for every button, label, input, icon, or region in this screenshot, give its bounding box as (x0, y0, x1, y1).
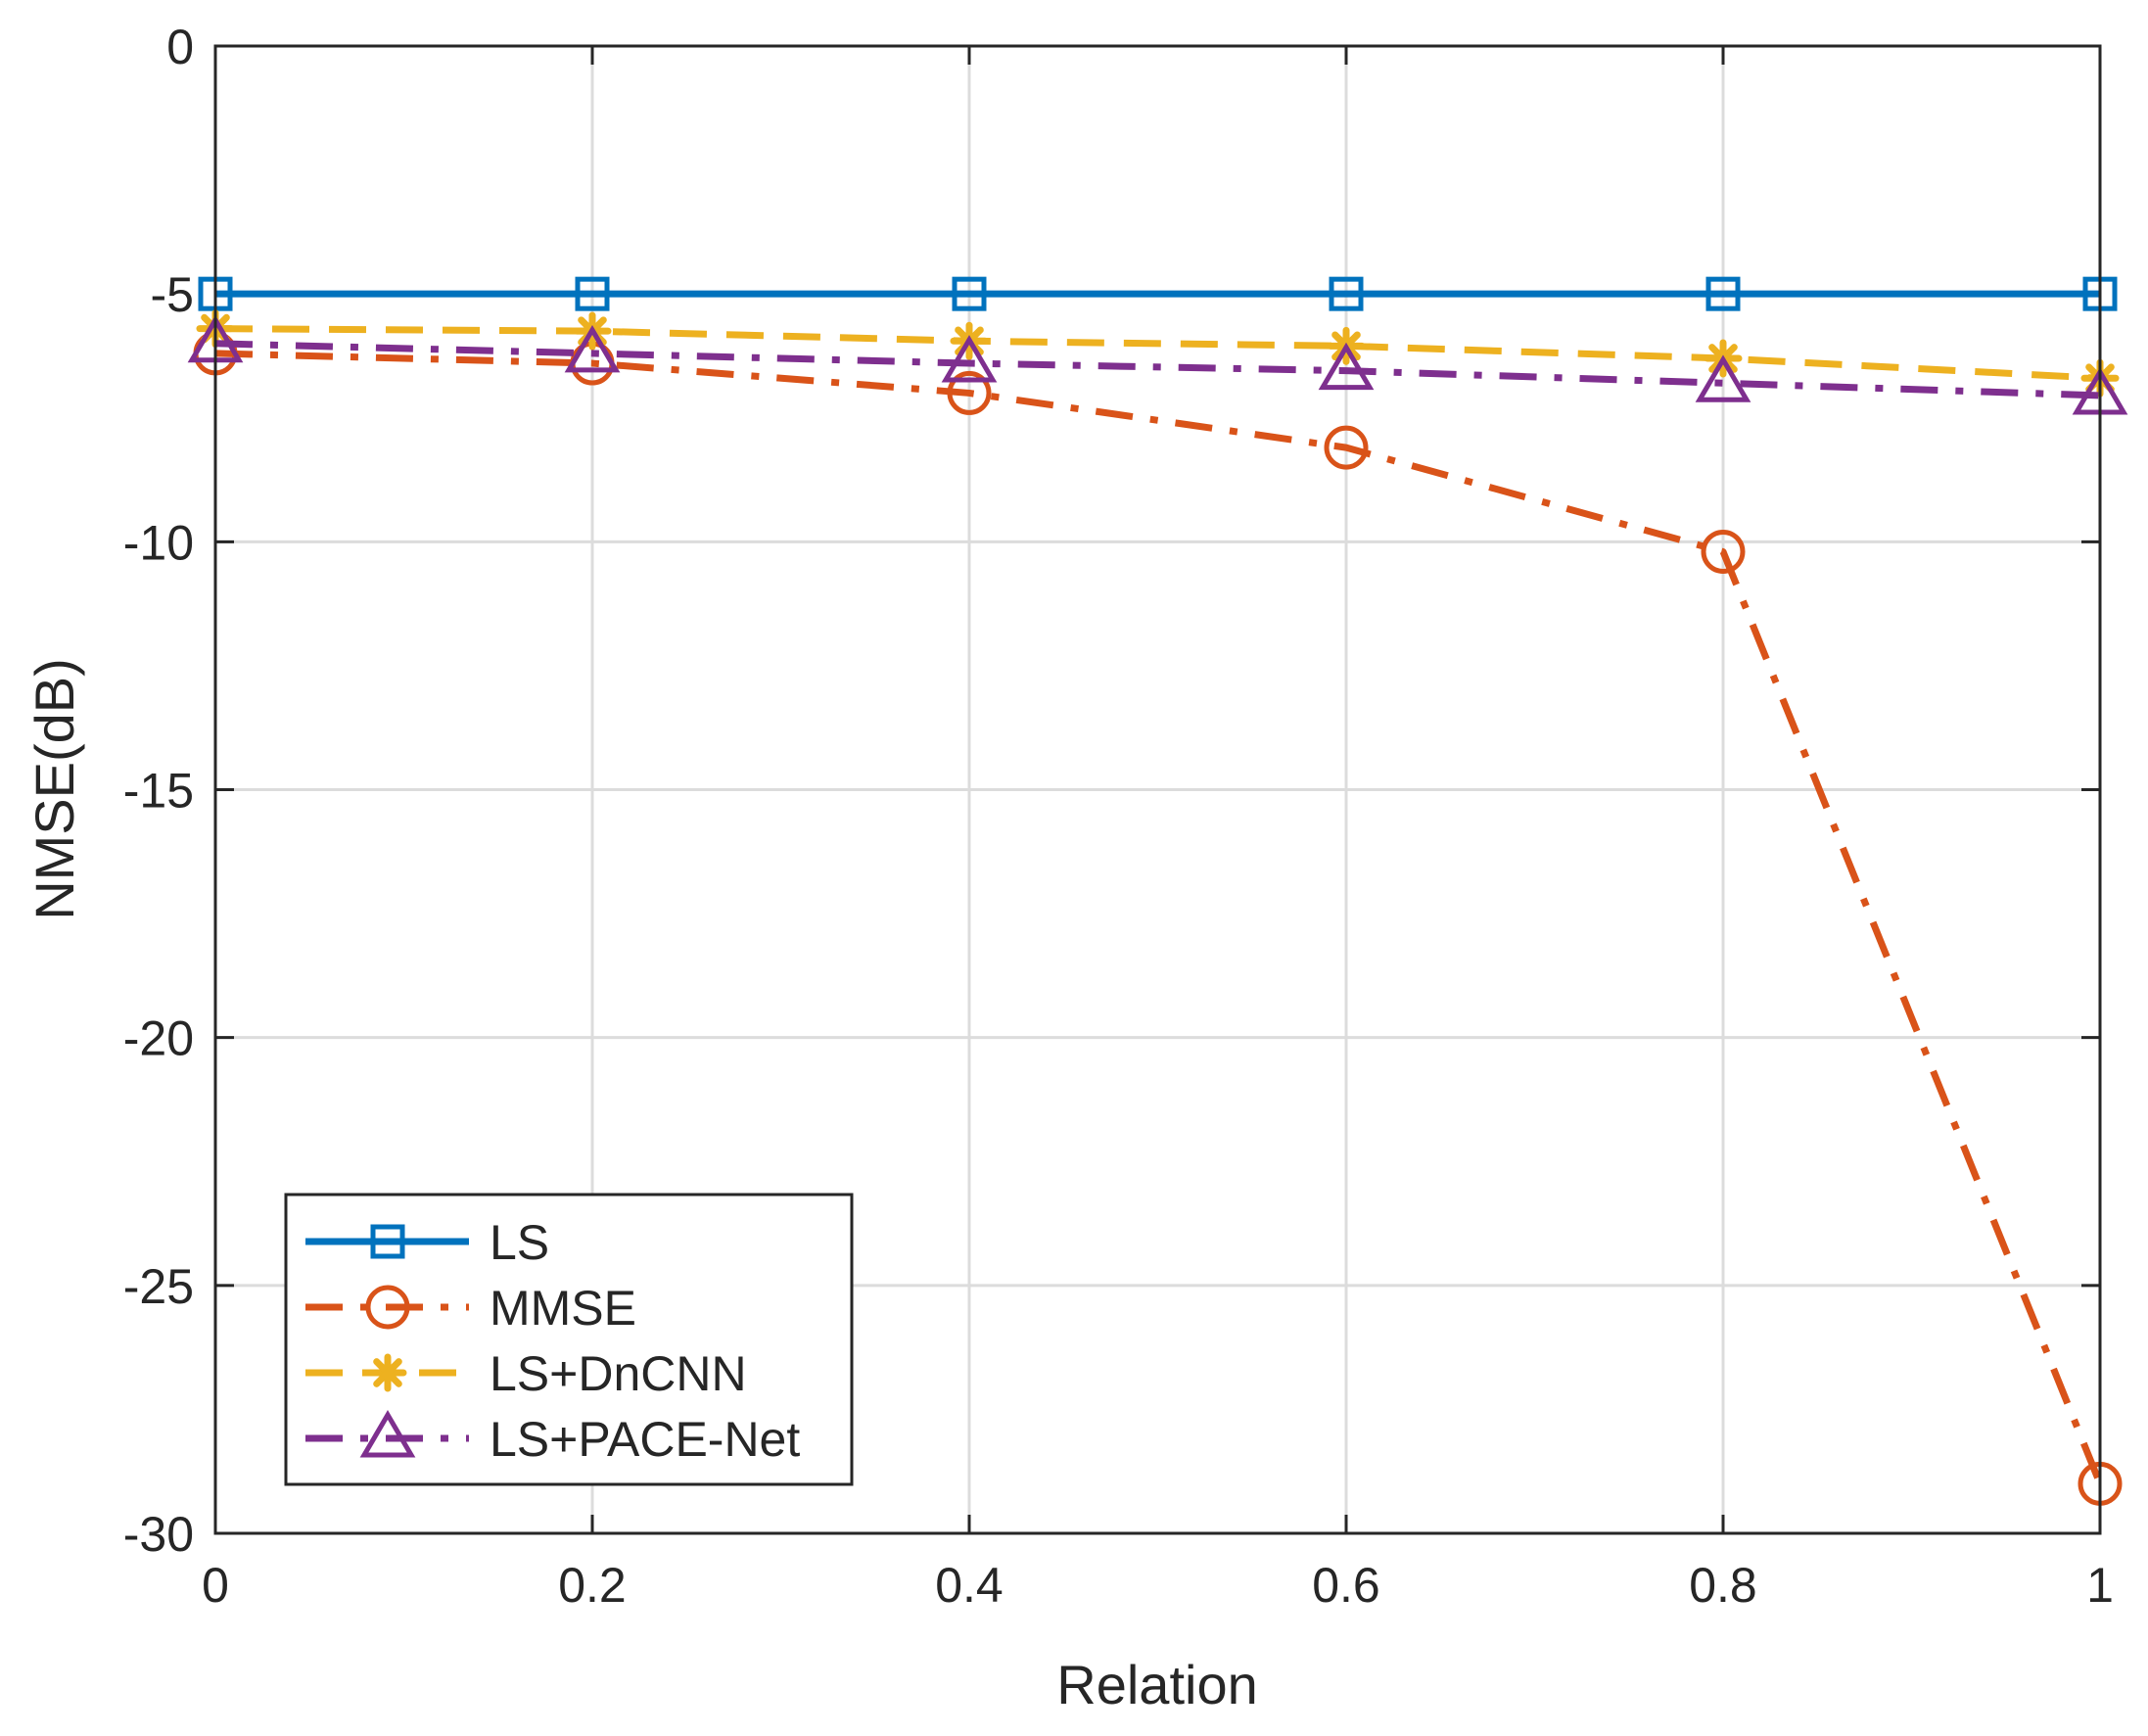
legend-item: LS+DnCNN (305, 1346, 747, 1401)
data-point-marker (941, 335, 998, 383)
data-point-marker (1705, 276, 1741, 311)
data-point-marker (947, 370, 992, 415)
legend-label: LS (490, 1215, 549, 1270)
legend-label: LS+PACE-Net (490, 1412, 800, 1467)
series (187, 276, 2128, 1506)
y-tick-label: -15 (123, 764, 194, 819)
y-tick-label: -20 (123, 1011, 194, 1066)
legend: LS MMSE LS+DnCNN LS+PACE-Net (284, 1193, 854, 1486)
data-point-marker (1318, 342, 1375, 391)
y-axis-label: NMSE(dB) (23, 658, 85, 920)
y-tick-label: 0 (166, 20, 194, 74)
x-tick-label: 0.8 (1689, 1558, 1757, 1613)
x-tick-label: 0 (202, 1558, 229, 1613)
legend-label: MMSE (490, 1281, 636, 1336)
data-point-marker (1329, 276, 1364, 311)
y-tick-label: -30 (123, 1507, 194, 1562)
legend-item: LS (305, 1215, 549, 1270)
legend-marker (368, 1353, 407, 1392)
legend-item: MMSE (305, 1281, 636, 1336)
data-point-marker (1701, 529, 1746, 574)
y-tick-label: -10 (123, 515, 194, 570)
legend-marker (370, 1224, 405, 1259)
series-line (214, 325, 2101, 382)
x-tick-label: 0.4 (935, 1558, 1004, 1613)
data-point-marker (575, 276, 610, 311)
x-tick-label: 0.6 (1312, 1558, 1380, 1613)
data-point-marker (952, 276, 987, 311)
series-line (214, 350, 2104, 1485)
data-point-marker (1695, 354, 1751, 402)
y-tick-label: -25 (123, 1259, 194, 1314)
legend-label: LS+DnCNN (490, 1346, 747, 1401)
tick-labels: 0 0.2 0.4 0.6 0.8 1 0 -5 -10 -15 -20 -25 -30 (123, 20, 2114, 1613)
x-axis-label: Relation (1056, 1654, 1257, 1715)
data-point-marker (1324, 425, 1369, 470)
x-tick-label: 0.2 (558, 1558, 627, 1613)
legend-marker-stroke (373, 1358, 402, 1387)
legend-item: LS+PACE-Net (305, 1410, 800, 1467)
x-tick-label: 1 (2086, 1558, 2114, 1613)
data-point-marker (564, 324, 621, 373)
series-line (214, 340, 2101, 399)
legend-marker (359, 1410, 416, 1458)
legend-marker (365, 1285, 410, 1330)
plot-frame (213, 44, 2102, 1535)
y-tick-label: -5 (151, 267, 194, 322)
